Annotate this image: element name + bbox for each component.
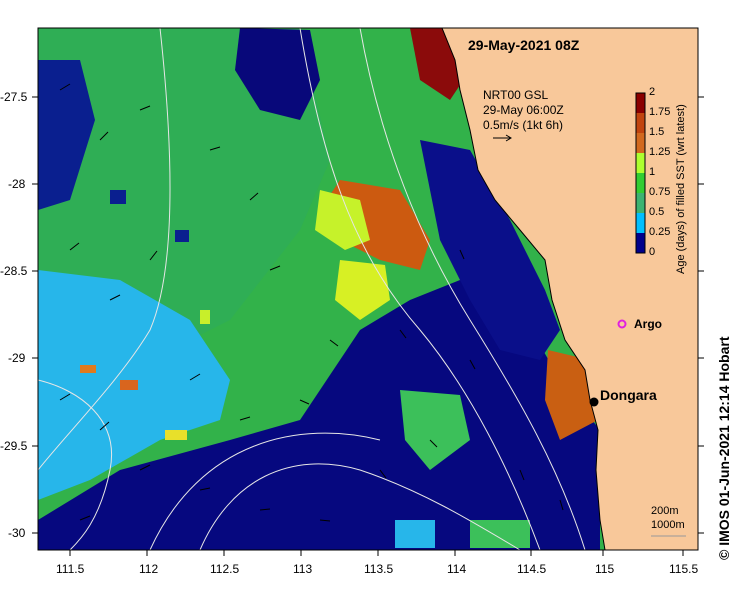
colorbar-tick: 0 bbox=[649, 246, 656, 258]
isobath-1000m-label: 1000m bbox=[651, 519, 685, 531]
plot-frame bbox=[37, 27, 699, 551]
isobath-contours bbox=[38, 28, 586, 550]
scale-arrow bbox=[493, 134, 512, 142]
patch bbox=[395, 520, 435, 548]
colorbar-tick: 1 bbox=[649, 166, 656, 178]
y-tick-label: -27.5 bbox=[0, 90, 28, 104]
age-zone-yellowgreen-2 bbox=[335, 260, 390, 320]
patch bbox=[80, 365, 96, 373]
age-zone-darkblue-south bbox=[38, 280, 600, 550]
age-zone-green bbox=[38, 28, 330, 360]
y-axis-ticks bbox=[32, 96, 704, 534]
colorbar-tick: 1.5 bbox=[649, 126, 665, 138]
argo-float-marker bbox=[617, 319, 627, 329]
x-tick-label: 115.5 bbox=[669, 562, 699, 576]
colorbar-tick: 0.25 bbox=[649, 226, 671, 238]
dongara-label: Dongara bbox=[600, 387, 657, 403]
patch bbox=[110, 190, 126, 204]
argo-label: Argo bbox=[634, 317, 662, 331]
dongara-marker bbox=[589, 397, 599, 407]
colorbar-tick: 0.75 bbox=[649, 186, 671, 198]
y-tick-label: -30 bbox=[8, 526, 26, 540]
patch bbox=[175, 230, 189, 242]
colorbar-title: Age (days) of filled SST (wrt latest) bbox=[675, 104, 687, 274]
patch bbox=[200, 310, 210, 324]
age-zone-yellowgreen bbox=[315, 190, 370, 250]
x-tick-label: 113 bbox=[293, 562, 313, 576]
x-tick-label: 115 bbox=[595, 562, 615, 576]
x-tick-label: 112 bbox=[139, 562, 159, 576]
land-western-australia bbox=[441, 28, 698, 550]
x-tick-label: 111.5 bbox=[56, 562, 85, 576]
colorbar-tick: 1.25 bbox=[649, 146, 671, 158]
current-vectors bbox=[59, 83, 564, 522]
age-zone-darkblue-north bbox=[235, 28, 320, 120]
y-tick-label: -29 bbox=[8, 351, 26, 365]
x-axis-ticks bbox=[69, 550, 684, 556]
legend-time: 29-May 06:00Z bbox=[483, 103, 564, 117]
colorbar-tick: 0.5 bbox=[649, 206, 665, 218]
age-zone-darkblue-west bbox=[38, 60, 95, 210]
x-tick-label: 114 bbox=[447, 562, 467, 576]
legend-scale: 0.5m/s (1kt 6h) bbox=[483, 118, 564, 132]
legend-product: NRT00 GSL bbox=[483, 88, 549, 102]
y-tick-label: -29.5 bbox=[0, 439, 28, 453]
colorbar bbox=[635, 92, 646, 254]
patch bbox=[165, 430, 187, 440]
isobath-200m-label: 200m bbox=[651, 505, 679, 517]
age-zone-darkblue-coast bbox=[420, 140, 560, 360]
age-zone-brown-coast bbox=[545, 350, 598, 440]
imos-credit: © IMOS 01-Jun-2021 12:14 Hobart bbox=[716, 336, 732, 560]
colorbar-tick: 1.75 bbox=[649, 106, 671, 118]
age-zone-green-south bbox=[400, 390, 470, 470]
x-tick-label: 114.5 bbox=[517, 562, 547, 576]
colorbar-tick: 2 bbox=[649, 86, 656, 98]
y-tick-label: -28 bbox=[8, 177, 26, 191]
patch bbox=[470, 520, 530, 548]
map-title: 29-May-2021 08Z bbox=[468, 37, 580, 53]
x-tick-label: 113.5 bbox=[364, 562, 394, 576]
x-tick-label: 112.5 bbox=[210, 562, 240, 576]
y-tick-label: -28.5 bbox=[0, 264, 28, 278]
patch bbox=[120, 380, 138, 390]
